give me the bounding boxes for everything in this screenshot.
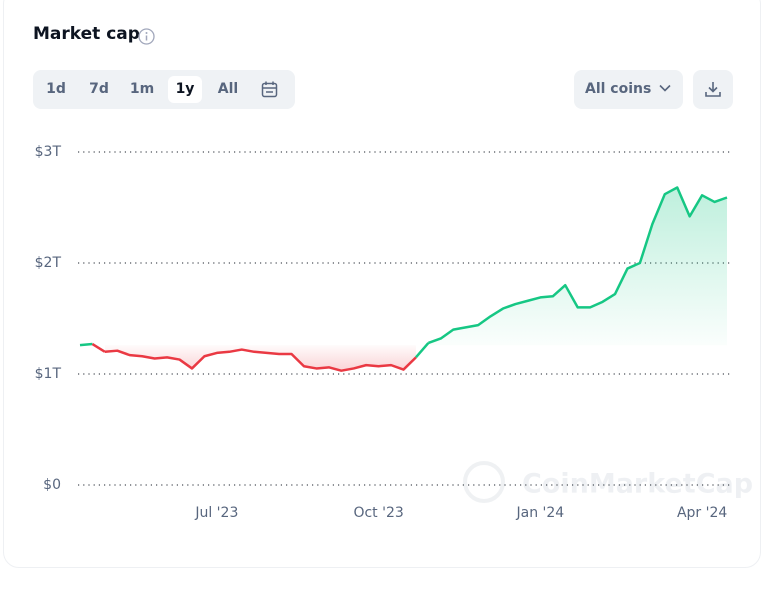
chevron-icon [659,84,671,92]
coin-filter[interactable]: All coins [574,70,683,109]
line [427,186,728,345]
calendar-icon[interactable] [261,81,278,98]
area [428,187,727,346]
range-tab[interactable]: 1m [129,81,155,97]
coin-filter-label: All coins [585,81,652,97]
watermark-text: CoinMarketCap [522,469,753,500]
range-tabs: 1d 7d 1m 1y All [33,70,295,109]
y-tick-label: $2T [35,255,62,271]
line [79,342,93,347]
area [104,345,416,371]
range-tab[interactable]: 1y [168,76,202,103]
line-connector [91,342,106,353]
download-button[interactable] [693,70,733,109]
y-tick-label: $3T [35,144,62,160]
x-tick-label: Oct '23 [353,505,403,521]
line [104,348,417,372]
info-icon[interactable] [138,28,155,45]
y-tick-label: $1T [35,366,62,382]
x-tick-label: Jan '24 [516,505,565,521]
watermark: CoinMarketCap [463,461,753,503]
line-connector [414,342,430,359]
card [3,0,761,568]
y-tick-label: $0 [43,477,61,493]
title: Market cap [33,24,140,44]
range-tab[interactable]: 1d [46,81,66,97]
range-tab[interactable]: All [217,81,239,97]
x-tick-label: Jul '23 [194,505,238,521]
download-icon [705,82,721,97]
x-tick-label: Apr '24 [677,505,727,521]
range-tab[interactable]: 7d [89,81,109,97]
